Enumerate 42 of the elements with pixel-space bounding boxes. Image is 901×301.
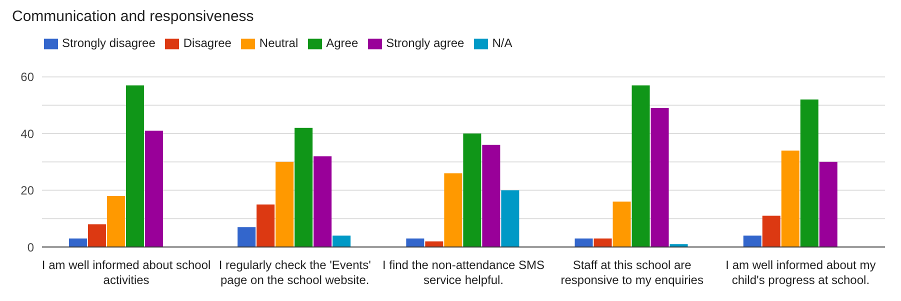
bar — [444, 173, 462, 247]
bar — [501, 190, 520, 247]
bar — [294, 128, 313, 247]
bar — [463, 134, 482, 247]
bar — [314, 156, 332, 247]
x-tick-label: I am well informed about my child's progress at school. — [726, 258, 876, 287]
legend-label: Neutral — [259, 36, 298, 50]
bar — [88, 224, 106, 247]
bar — [574, 238, 593, 247]
legend-label: Disagree — [183, 36, 232, 50]
bar — [106, 196, 125, 247]
bar — [781, 150, 800, 247]
x-tick-label: I find the non-attendance SMS service helpful. — [382, 258, 545, 287]
bar — [276, 162, 294, 247]
legend-label: Strongly agree — [386, 36, 464, 50]
y-tick-label: 20 — [20, 184, 34, 198]
x-tick-label: I am well informed about school activities — [42, 258, 211, 287]
legend-label: Strongly disagree — [62, 36, 156, 50]
y-tick-label: 40 — [20, 126, 34, 141]
bar — [743, 236, 762, 247]
bar — [144, 130, 163, 247]
chart-title: Communication and responsiveness — [11, 8, 255, 27]
x-tick-label: Staff at this school are responsive to my enquiries — [560, 258, 704, 287]
bar — [126, 85, 144, 247]
bar — [68, 238, 87, 247]
bar — [819, 162, 838, 247]
bar — [800, 100, 818, 247]
bar — [332, 236, 351, 247]
y-tick-label: 0 — [27, 240, 34, 254]
bar — [632, 85, 650, 247]
bar — [238, 227, 256, 247]
bar — [594, 238, 612, 247]
x-tick-label: I regularly check the 'Events' page on the school website. — [218, 258, 371, 287]
bar — [406, 238, 424, 247]
bar — [612, 202, 631, 247]
bar — [650, 108, 669, 247]
y-tick-label: 60 — [20, 70, 34, 84]
bar — [762, 216, 780, 247]
bar — [256, 204, 275, 247]
bar — [482, 144, 500, 247]
legend-label: Agree — [326, 36, 358, 50]
legend-label: N/A — [492, 36, 512, 50]
